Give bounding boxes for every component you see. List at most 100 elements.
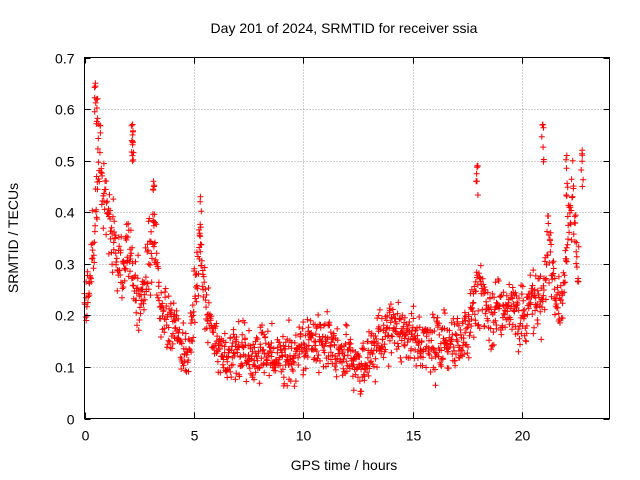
data-point — [191, 268, 198, 274]
data-point — [470, 334, 477, 341]
data-point — [200, 294, 207, 300]
data-point — [333, 360, 340, 367]
data-point — [227, 368, 234, 375]
data-point — [394, 310, 401, 317]
data-point — [365, 338, 371, 345]
data-point — [272, 367, 279, 374]
data-point — [219, 361, 226, 368]
data-point — [86, 292, 93, 299]
data-point — [189, 302, 196, 309]
data-point — [130, 149, 137, 156]
data-point — [569, 157, 576, 164]
data-point — [93, 105, 100, 111]
data-point — [497, 293, 503, 300]
data-point — [97, 129, 104, 136]
data-point — [560, 269, 567, 276]
data-point — [137, 310, 144, 317]
data-point — [159, 300, 166, 307]
data-point — [151, 182, 158, 189]
data-point — [561, 289, 568, 296]
data-point — [193, 298, 200, 305]
data-point — [242, 353, 249, 360]
data-point — [469, 305, 476, 311]
data-point — [203, 304, 210, 311]
data-point — [100, 160, 107, 167]
data-point — [333, 373, 340, 380]
data-point — [110, 196, 117, 203]
data-point — [84, 299, 91, 306]
data-point — [573, 248, 580, 255]
data-point — [537, 308, 544, 315]
data-point — [343, 368, 350, 375]
data-point — [235, 341, 242, 348]
data-point — [540, 124, 547, 131]
data-point — [548, 241, 555, 248]
data-point — [95, 135, 102, 142]
data-point — [123, 221, 130, 228]
data-point — [254, 357, 261, 364]
data-point — [327, 343, 334, 350]
data-point — [193, 249, 200, 256]
data-point — [141, 296, 148, 303]
data-point — [384, 312, 391, 319]
data-point — [147, 292, 154, 299]
data-point — [563, 258, 570, 265]
data-point — [519, 283, 526, 290]
data-point — [111, 229, 118, 235]
data-point — [520, 315, 527, 322]
data-point — [473, 170, 480, 177]
data-point — [574, 264, 580, 271]
data-point — [208, 313, 215, 320]
data-point — [434, 314, 441, 321]
data-point — [580, 176, 587, 183]
data-point — [468, 316, 475, 323]
grid-lines — [84, 57, 610, 419]
data-point — [192, 295, 199, 302]
data-point — [561, 272, 568, 279]
data-point — [291, 383, 298, 390]
data-point — [139, 286, 146, 293]
data-point — [509, 284, 516, 291]
data-point — [114, 287, 121, 294]
data-point — [146, 238, 153, 245]
data-point — [295, 354, 302, 361]
data-point — [473, 178, 480, 185]
data-point — [180, 320, 187, 326]
data-point — [129, 152, 136, 159]
data-point — [563, 165, 570, 172]
data-point — [149, 255, 155, 262]
data-point — [212, 323, 219, 330]
data-point — [441, 306, 447, 313]
data-point — [264, 328, 271, 335]
data-point — [459, 320, 466, 327]
data-point — [373, 335, 380, 342]
data-point — [233, 370, 240, 377]
data-point — [375, 340, 381, 347]
data-point — [350, 361, 357, 368]
data-point — [423, 333, 430, 340]
data-point — [555, 273, 562, 280]
data-point — [544, 228, 550, 235]
data-point — [181, 358, 188, 365]
data-point — [557, 282, 564, 289]
data-point — [188, 349, 195, 356]
data-point — [133, 309, 140, 316]
y-tick-label: 0.7 — [55, 51, 75, 67]
data-point — [412, 328, 419, 334]
data-point — [290, 368, 296, 374]
data-point — [432, 366, 438, 373]
data-point — [261, 369, 268, 376]
data-point — [179, 329, 186, 336]
data-point — [355, 352, 362, 359]
data-point — [408, 345, 415, 352]
data-point — [495, 278, 502, 284]
data-point — [88, 278, 95, 285]
data-point — [423, 364, 430, 371]
data-point — [134, 275, 141, 282]
data-point — [340, 365, 347, 372]
data-point — [182, 330, 189, 337]
data-point — [165, 337, 172, 344]
data-point — [88, 255, 95, 262]
data-point — [403, 321, 410, 328]
data-point — [196, 230, 203, 237]
